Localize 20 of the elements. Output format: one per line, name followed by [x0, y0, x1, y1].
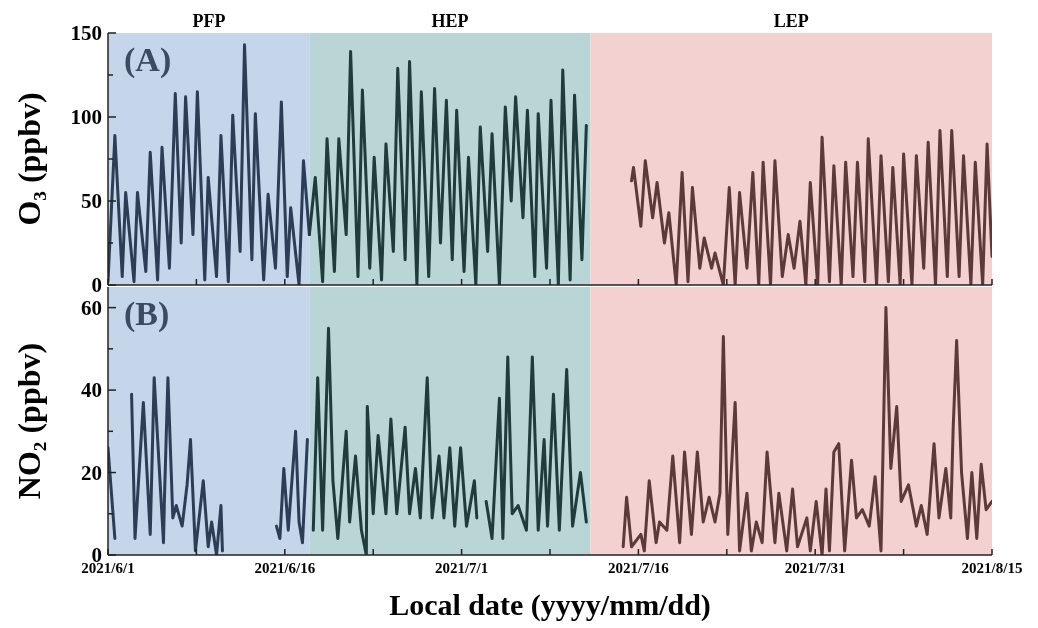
y-tick-label: 50	[81, 189, 102, 214]
x-tick-label: 2021/6/16	[254, 560, 316, 576]
band-label: LEP	[773, 11, 809, 31]
y-tick-label: 150	[70, 21, 102, 46]
y-axis-title: O₃ (ppbv)	[11, 92, 47, 226]
x-tick-label: 2021/7/16	[607, 560, 670, 576]
y-axis-title: NO₂ (ppbv)	[11, 342, 47, 500]
y-tick-label: 40	[81, 378, 102, 403]
x-tick-label: 2021/7/1	[434, 560, 489, 576]
y-tick-label: 60	[81, 295, 102, 320]
x-tick-label: 2021/8/15	[961, 560, 1023, 576]
x-axis-title: Local date (yyyy/mm/dd)	[389, 588, 711, 622]
x-tick-label: 2021/7/31	[784, 560, 846, 576]
y-tick-label: 100	[70, 105, 102, 130]
y-tick-label: 20	[81, 460, 102, 485]
y-tick-label: 0	[91, 273, 102, 298]
band-label: PFP	[192, 11, 226, 31]
band-label: HEP	[431, 11, 469, 31]
annotation: (B)	[124, 295, 170, 333]
annotation: (A)	[124, 41, 172, 79]
